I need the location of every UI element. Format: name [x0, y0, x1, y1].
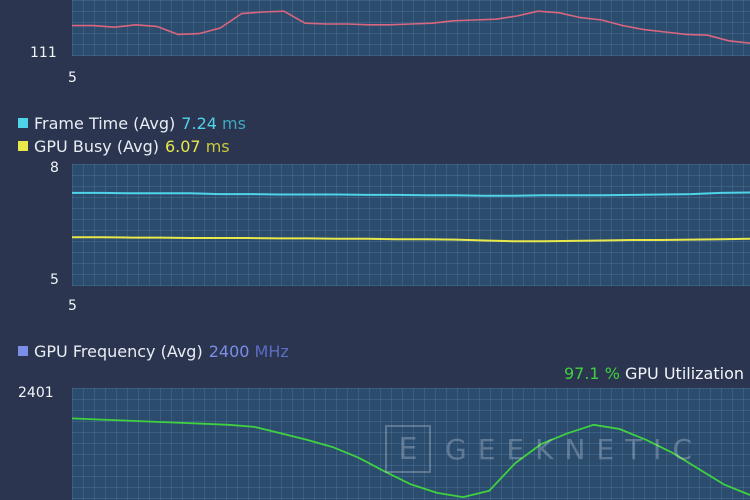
gpu-utilization-value: 97.1 [563, 364, 600, 383]
gpu-busy-unit: ms [205, 137, 230, 156]
frame-time-unit: ms [222, 114, 246, 133]
fps-y-min-label: 111 [30, 45, 57, 61]
gpu-y-max-label: 2401 [18, 385, 54, 401]
frame-time-series-line [72, 191, 750, 197]
frametime-x-axis-label: 5 [68, 298, 77, 314]
legend-frame-time: Frame Time (Avg) 7.24 ms [18, 114, 246, 133]
gpu-utilization-label: GPU Utilization [624, 364, 744, 383]
fps-chart-svg [72, 10, 750, 44]
gpu-frequency-value: 2400 [208, 342, 250, 361]
gpu-utilization-unit: % [604, 364, 620, 383]
gpu-frequency-swatch [18, 346, 28, 356]
gpu-busy-swatch [18, 141, 28, 151]
legend-gpu-frequency: GPU Frequency (Avg) 2400 MHz [18, 342, 289, 361]
legend-gpu-busy: GPU Busy (Avg) 6.07 ms [18, 137, 230, 156]
frametime-chart-plot [72, 164, 750, 286]
watermark-box: E [385, 425, 431, 473]
fps-x-axis-label: 5 [68, 70, 77, 86]
fps-series-line [72, 10, 750, 44]
frametime-y-min-label: 5 [50, 272, 59, 288]
gpu-busy-series-line [72, 236, 750, 243]
frame-time-name: Frame Time (Avg) [34, 114, 176, 133]
gpu-frequency-unit: MHz [254, 342, 289, 361]
gpu-utilization-series-line [72, 417, 750, 498]
watermark-text: GEEKNETIC [445, 432, 703, 466]
gpu-busy-name: GPU Busy (Avg) [34, 137, 159, 156]
frametime-y-max-label: 8 [50, 160, 59, 176]
frame-time-value: 7.24 [181, 114, 217, 133]
gpu-utilization-readout: 97.1 % GPU Utilization [564, 364, 744, 383]
gpu-chart-svg [72, 417, 750, 498]
frame-time-swatch [18, 118, 28, 128]
watermark-logo: E GEEKNETIC [385, 425, 703, 473]
fps-chart-plot [72, 0, 750, 56]
gpu-chart-plot [72, 388, 750, 500]
gpu-busy-value: 6.07 [164, 137, 201, 156]
gpu-frequency-name: GPU Frequency (Avg) [34, 342, 203, 361]
frametime-chart-svg [72, 191, 750, 243]
